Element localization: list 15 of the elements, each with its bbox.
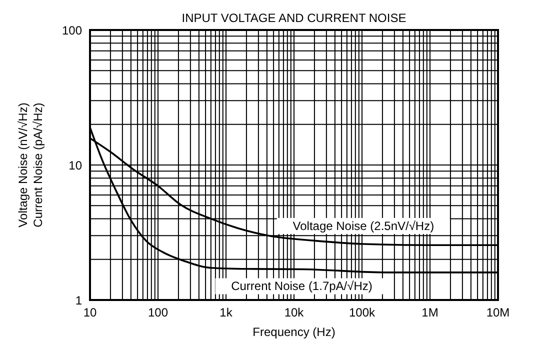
chart-title: INPUT VOLTAGE AND CURRENT NOISE [182, 11, 406, 25]
y-axis-title: Voltage Noise (nV/√Hz) Current Noise (pA/√Hz) [16, 102, 45, 228]
x-axis-title: Frequency (Hz) [252, 325, 336, 339]
y-tick-label: 100 [62, 23, 82, 38]
series-label: Voltage Noise (2.5nV/√Hz) [292, 218, 434, 233]
y-tick-label: 10 [68, 158, 82, 172]
x-tick-label: 100k [348, 306, 376, 320]
x-tick-label: 1M [422, 306, 438, 320]
series-label: Current Noise (1.7pA/√Hz) [231, 279, 372, 294]
x-tick-label: 100 [148, 306, 168, 320]
x-tick-label: 10M [486, 306, 510, 320]
x-tick-label: 10k [284, 306, 305, 320]
x-tick-label: 1k [220, 306, 234, 320]
y-tick-label: 1 [75, 293, 82, 308]
x-tick-label: 10 [83, 306, 97, 320]
